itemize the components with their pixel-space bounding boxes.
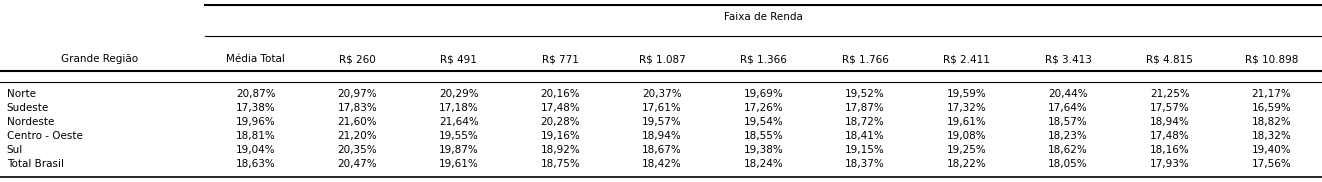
Text: 18,82%: 18,82%: [1252, 117, 1292, 127]
Text: 21,25%: 21,25%: [1150, 89, 1190, 99]
Text: 18,24%: 18,24%: [743, 159, 784, 169]
Text: 18,42%: 18,42%: [642, 159, 682, 169]
Text: Grande Região: Grande Região: [61, 54, 137, 64]
Text: 18,22%: 18,22%: [947, 159, 986, 169]
Text: 18,16%: 18,16%: [1150, 145, 1190, 155]
Text: 18,05%: 18,05%: [1048, 159, 1088, 169]
Text: 17,48%: 17,48%: [1150, 131, 1190, 141]
Text: Centro - Oeste: Centro - Oeste: [7, 131, 82, 141]
Text: 17,87%: 17,87%: [845, 103, 884, 113]
Text: 18,32%: 18,32%: [1252, 131, 1292, 141]
Text: 19,57%: 19,57%: [642, 117, 682, 127]
Text: R$ 260: R$ 260: [338, 54, 375, 64]
Text: 17,56%: 17,56%: [1252, 159, 1292, 169]
Text: 18,37%: 18,37%: [845, 159, 884, 169]
Text: 17,93%: 17,93%: [1150, 159, 1190, 169]
Text: 17,64%: 17,64%: [1048, 103, 1088, 113]
Text: 20,44%: 20,44%: [1048, 89, 1088, 99]
Text: 20,16%: 20,16%: [541, 89, 580, 99]
Text: 19,61%: 19,61%: [947, 117, 986, 127]
Text: R$ 771: R$ 771: [542, 54, 579, 64]
Text: 19,96%: 19,96%: [235, 117, 275, 127]
Text: Norte: Norte: [7, 89, 36, 99]
Text: 18,23%: 18,23%: [1048, 131, 1088, 141]
Text: 19,16%: 19,16%: [541, 131, 580, 141]
Text: 17,38%: 17,38%: [235, 103, 275, 113]
Text: 18,92%: 18,92%: [541, 145, 580, 155]
Text: 19,04%: 19,04%: [235, 145, 275, 155]
Text: 16,59%: 16,59%: [1252, 103, 1292, 113]
Text: 19,15%: 19,15%: [845, 145, 884, 155]
Text: 21,60%: 21,60%: [337, 117, 377, 127]
Text: 21,64%: 21,64%: [439, 117, 479, 127]
Text: 19,38%: 19,38%: [743, 145, 784, 155]
Text: 20,87%: 20,87%: [235, 89, 275, 99]
Text: Total Brasil: Total Brasil: [7, 159, 63, 169]
Text: 19,61%: 19,61%: [439, 159, 479, 169]
Text: Sudeste: Sudeste: [7, 103, 49, 113]
Text: 17,57%: 17,57%: [1150, 103, 1190, 113]
Text: R$ 4.815: R$ 4.815: [1146, 54, 1194, 64]
Text: 19,55%: 19,55%: [439, 131, 479, 141]
Text: 17,18%: 17,18%: [439, 103, 479, 113]
Text: R$ 2.411: R$ 2.411: [943, 54, 990, 64]
Text: R$ 1.087: R$ 1.087: [639, 54, 685, 64]
Text: R$ 491: R$ 491: [440, 54, 477, 64]
Text: 18,62%: 18,62%: [1048, 145, 1088, 155]
Text: 19,40%: 19,40%: [1252, 145, 1292, 155]
Text: 20,29%: 20,29%: [439, 89, 479, 99]
Text: Faixa de Renda: Faixa de Renda: [724, 12, 802, 22]
Text: 17,61%: 17,61%: [642, 103, 682, 113]
Text: R$ 1.366: R$ 1.366: [740, 54, 787, 64]
Text: 18,55%: 18,55%: [743, 131, 784, 141]
Text: 19,54%: 19,54%: [743, 117, 784, 127]
Text: 19,25%: 19,25%: [947, 145, 986, 155]
Text: R$ 1.766: R$ 1.766: [842, 54, 888, 64]
Text: R$ 10.898: R$ 10.898: [1244, 54, 1298, 64]
Text: 18,67%: 18,67%: [642, 145, 682, 155]
Text: Média Total: Média Total: [226, 54, 286, 64]
Text: 21,17%: 21,17%: [1252, 89, 1292, 99]
Text: 18,63%: 18,63%: [235, 159, 275, 169]
Text: 17,32%: 17,32%: [947, 103, 986, 113]
Text: 18,94%: 18,94%: [1150, 117, 1190, 127]
Text: 19,87%: 19,87%: [439, 145, 479, 155]
Text: 19,08%: 19,08%: [947, 131, 986, 141]
Text: 18,81%: 18,81%: [235, 131, 275, 141]
Text: 19,69%: 19,69%: [743, 89, 784, 99]
Text: 20,28%: 20,28%: [541, 117, 580, 127]
Text: 17,83%: 17,83%: [337, 103, 377, 113]
Text: 17,26%: 17,26%: [743, 103, 784, 113]
Text: 19,59%: 19,59%: [947, 89, 986, 99]
Text: Sul: Sul: [7, 145, 22, 155]
Text: 20,47%: 20,47%: [337, 159, 377, 169]
Text: 19,52%: 19,52%: [845, 89, 884, 99]
Text: 18,72%: 18,72%: [845, 117, 884, 127]
Text: 18,75%: 18,75%: [541, 159, 580, 169]
Text: 17,48%: 17,48%: [541, 103, 580, 113]
Text: 20,37%: 20,37%: [642, 89, 682, 99]
Text: 18,41%: 18,41%: [845, 131, 884, 141]
Text: 18,57%: 18,57%: [1048, 117, 1088, 127]
Text: R$ 3.413: R$ 3.413: [1044, 54, 1092, 64]
Text: 21,20%: 21,20%: [337, 131, 377, 141]
Text: Nordeste: Nordeste: [7, 117, 54, 127]
Text: 18,94%: 18,94%: [642, 131, 682, 141]
Text: 20,97%: 20,97%: [337, 89, 377, 99]
Text: 20,35%: 20,35%: [337, 145, 377, 155]
